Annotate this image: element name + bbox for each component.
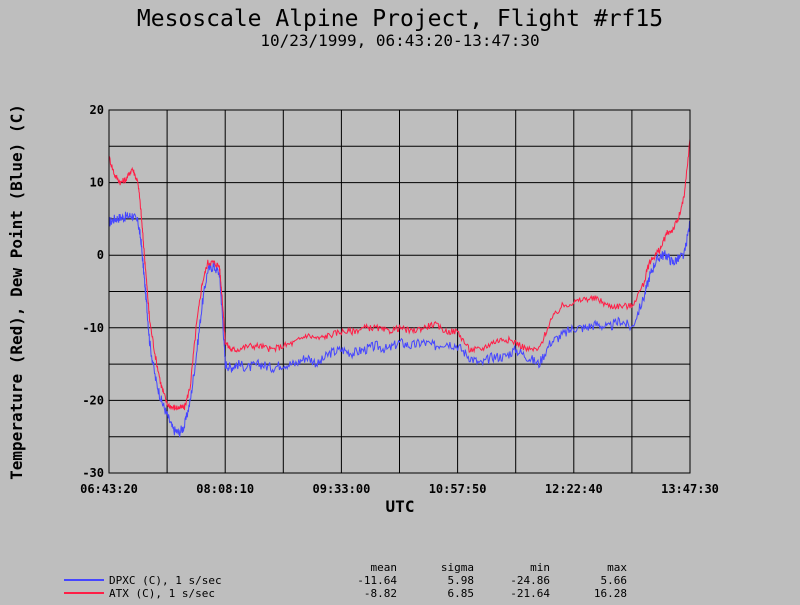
- stats-value: -21.64: [510, 587, 550, 600]
- stats-value: 5.66: [601, 574, 628, 587]
- stats-header: max: [607, 561, 627, 574]
- stats-value: 5.98: [448, 574, 475, 587]
- y-tick-label: -20: [82, 393, 104, 407]
- plot-frame: [108, 109, 691, 474]
- x-tick-label: 12:22:40: [545, 482, 603, 496]
- x-tick-label: 08:08:10: [196, 482, 254, 496]
- x-tick-label: 13:47:30: [661, 482, 719, 496]
- series-line-atx: [108, 138, 691, 411]
- x-tick-labels: 06:43:20 08:08:10 09:33:00 10:57:50 12:22:40…: [80, 482, 719, 496]
- stats-value: -24.86: [510, 574, 550, 587]
- grid-lines: [109, 110, 690, 473]
- legend-label: DPXC (C), 1 s/sec: [109, 574, 222, 587]
- series-line-dpxc: [108, 211, 691, 437]
- stats-value: 6.85: [448, 587, 475, 600]
- stats-legend: mean sigma min max DPXC (C), 1 s/sec -11.64 5.…: [64, 561, 627, 600]
- y-tick-label: 0: [97, 248, 104, 262]
- y-tick-labels: 20 10 0 -10 -20 -30: [82, 103, 104, 480]
- y-axis-label: Temperature (Red), Dew Point (Blue) (C): [7, 104, 26, 480]
- stats-header: mean: [371, 561, 398, 574]
- stats-header: min: [530, 561, 550, 574]
- stats-value: -11.64: [357, 574, 397, 587]
- y-tick-label: 20: [90, 103, 104, 117]
- stats-value: 16.28: [594, 587, 627, 600]
- chart-title: Mesoscale Alpine Project, Flight #rf15: [137, 6, 663, 32]
- x-axis-label: UTC: [386, 497, 415, 516]
- stats-header: sigma: [441, 561, 474, 574]
- y-tick-label: 10: [90, 176, 104, 190]
- y-tick-label: -10: [82, 321, 104, 335]
- x-tick-label: 10:57:50: [429, 482, 487, 496]
- series-lines: [108, 138, 691, 437]
- x-tick-label: 09:33:00: [313, 482, 371, 496]
- legend-label: ATX (C), 1 s/sec: [109, 587, 215, 600]
- stats-value: -8.82: [364, 587, 397, 600]
- chart-subtitle: 10/23/1999, 06:43:20-13:47:30: [260, 31, 539, 50]
- x-tick-label: 06:43:20: [80, 482, 138, 496]
- y-tick-label: -30: [82, 466, 104, 480]
